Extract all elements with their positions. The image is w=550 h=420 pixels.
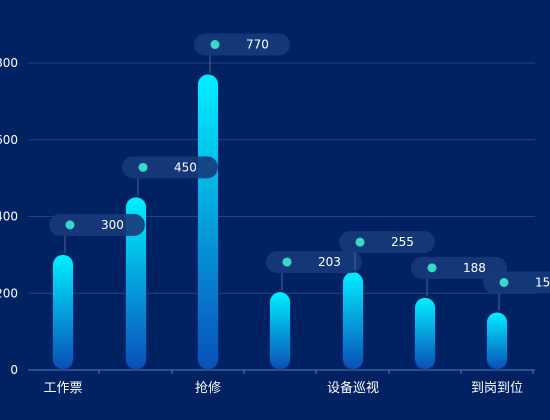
bar-layer [52, 74, 508, 370]
value-marker-dot [499, 277, 509, 287]
value-label: 150 [535, 275, 550, 289]
value-label: 255 [391, 235, 414, 249]
bar [270, 292, 290, 369]
value-label: 770 [246, 38, 269, 52]
value-marker-dot [282, 257, 292, 267]
value-label-pill [411, 256, 507, 279]
bar [415, 297, 435, 369]
label-layer: 300 450 770 203 255 188 150 [49, 33, 550, 311]
y-tick-label: 800 [0, 56, 18, 70]
value-label-pill [49, 213, 145, 236]
value-marker-dot [210, 40, 220, 50]
value-label: 450 [174, 160, 197, 174]
bar [53, 254, 73, 369]
value-label-pill [194, 33, 290, 56]
value-marker-dot [427, 263, 437, 273]
x-tick-label: 工作票 [43, 381, 82, 396]
value-marker-dot [355, 237, 365, 247]
x-tick-label: 设备巡视 [327, 380, 379, 396]
bar [198, 74, 218, 369]
value-label-pill [339, 231, 435, 254]
x-tick-label: 到岗到位 [471, 381, 523, 396]
bar [126, 197, 146, 369]
bar [487, 312, 507, 369]
value-label: 203 [318, 255, 341, 269]
y-tick-label: 0 [10, 363, 18, 377]
x-tick-label: 抢修 [195, 380, 221, 396]
y-tick-label: 600 [0, 133, 18, 147]
value-label-pill [483, 271, 550, 294]
value-marker-dot [138, 162, 148, 172]
bar [343, 272, 363, 369]
value-label-pill [122, 156, 218, 179]
y-tick-label: 200 [0, 286, 18, 300]
value-label: 188 [463, 261, 486, 275]
axis-layer: 0 200 400 600 800 工作票 抢修 设备巡视 到岗到位 [0, 56, 535, 396]
value-label: 300 [101, 218, 124, 232]
value-marker-dot [65, 220, 75, 230]
y-tick-label: 400 [0, 210, 18, 224]
value-label-pill [266, 251, 362, 274]
